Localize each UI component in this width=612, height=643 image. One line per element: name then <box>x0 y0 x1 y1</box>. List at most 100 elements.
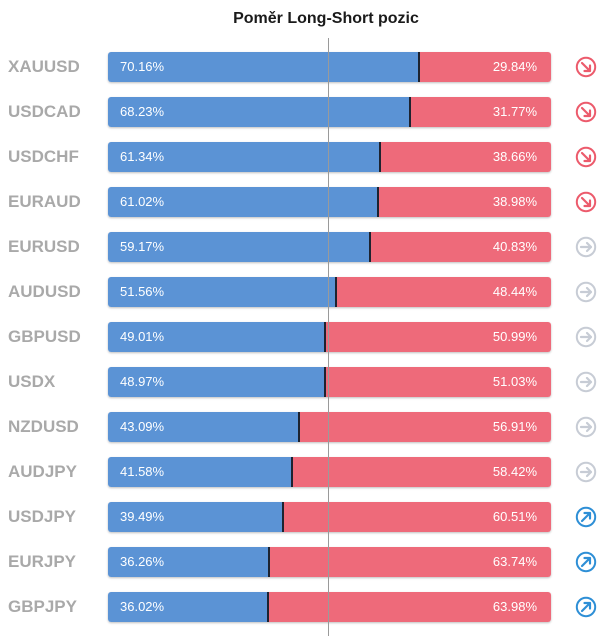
chart-row-audusd: AUDUSD 51.56% 48.44% <box>0 277 612 307</box>
long-bar <box>108 142 380 172</box>
short-value-label: 38.66% <box>492 149 537 164</box>
bar-separator <box>418 52 420 82</box>
short-bar <box>268 592 551 622</box>
chart-row-eurusd: EURUSD 59.17% 40.83% <box>0 232 612 262</box>
arrow-down-right-icon <box>575 191 597 213</box>
long-value-label: 48.97% <box>120 374 165 389</box>
symbol-label: AUDUSD <box>8 282 81 301</box>
ratio-bar: 36.02% 63.98% <box>108 592 551 622</box>
arrow-right-icon <box>575 281 597 303</box>
long-value-label: 41.58% <box>120 464 165 479</box>
chart-row-gbpjpy: GBPJPY 36.02% 63.98% <box>0 592 612 622</box>
chart-row-usdx: USDX 48.97% 51.03% <box>0 367 612 397</box>
chart-row-usdjpy: USDJPY 39.49% 60.51% <box>0 502 612 532</box>
arrow-up-right-icon <box>575 506 597 528</box>
bar-separator <box>268 547 270 577</box>
symbol-label: EURUSD <box>8 237 80 256</box>
short-bar <box>370 232 551 262</box>
short-bar <box>336 277 551 307</box>
long-bar <box>108 592 268 622</box>
long-value-label: 70.16% <box>120 59 165 74</box>
long-value-label: 49.01% <box>120 329 165 344</box>
arrow-right-icon <box>575 326 597 348</box>
short-bar <box>283 502 551 532</box>
ratio-bar: 39.49% 60.51% <box>108 502 551 532</box>
center-line <box>328 38 329 636</box>
short-bar <box>299 412 551 442</box>
ratio-bar: 43.09% 56.91% <box>108 412 551 442</box>
symbol-label: AUDJPY <box>8 462 77 481</box>
symbol-label: GBPUSD <box>8 327 81 346</box>
short-value-label: 51.03% <box>492 374 537 389</box>
long-bar <box>108 367 325 397</box>
ratio-bar: 68.23% 31.77% <box>108 97 551 127</box>
ratio-bar: 48.97% 51.03% <box>108 367 551 397</box>
bar-separator <box>324 367 326 397</box>
ratio-bar: 61.34% 38.66% <box>108 142 551 172</box>
long-value-label: 59.17% <box>120 239 165 254</box>
arrow-up-right-icon <box>575 551 597 573</box>
chart-row-euraud: EURAUD 61.02% 38.98% <box>0 187 612 217</box>
chart-row-eurjpy: EURJPY 36.26% 63.74% <box>0 547 612 577</box>
symbol-label: USDCAD <box>8 102 81 121</box>
long-bar <box>108 277 336 307</box>
bar-separator <box>377 187 379 217</box>
ratio-bar: 36.26% 63.74% <box>108 547 551 577</box>
short-value-label: 56.91% <box>492 419 537 434</box>
short-value-label: 63.98% <box>492 599 537 614</box>
arrow-down-right-icon <box>575 56 597 78</box>
symbol-label: EURAUD <box>8 192 81 211</box>
long-bar <box>108 52 419 82</box>
long-bar <box>108 232 370 262</box>
bar-separator <box>282 502 284 532</box>
short-bar <box>419 52 551 82</box>
short-bar <box>378 187 551 217</box>
long-value-label: 68.23% <box>120 104 165 119</box>
long-bar <box>108 502 283 532</box>
bar-separator <box>335 277 337 307</box>
bar-separator <box>324 322 326 352</box>
bar-separator <box>409 97 411 127</box>
symbol-label: EURJPY <box>8 552 77 571</box>
symbol-label: XAUUSD <box>8 57 80 76</box>
ratio-bar: 41.58% 58.42% <box>108 457 551 487</box>
arrow-right-icon <box>575 416 597 438</box>
arrow-right-icon <box>575 461 597 483</box>
short-value-label: 50.99% <box>492 329 537 344</box>
long-value-label: 51.56% <box>120 284 165 299</box>
ratio-bar: 61.02% 38.98% <box>108 187 551 217</box>
chart-row-gbpusd: GBPUSD 49.01% 50.99% <box>0 322 612 352</box>
short-value-label: 63.74% <box>492 554 537 569</box>
arrow-up-right-icon <box>575 596 597 618</box>
symbol-label: GBPJPY <box>8 597 77 616</box>
symbol-label: NZDUSD <box>8 417 79 436</box>
short-value-label: 48.44% <box>492 284 537 299</box>
long-value-label: 61.34% <box>120 149 165 164</box>
short-bar <box>325 367 551 397</box>
bar-separator <box>298 412 300 442</box>
short-value-label: 60.51% <box>492 509 537 524</box>
long-value-label: 36.02% <box>120 599 165 614</box>
short-bar <box>269 547 551 577</box>
arrow-right-icon <box>575 236 597 258</box>
long-bar <box>108 322 325 352</box>
chart-row-xauusd: XAUUSD 70.16% 29.84% <box>0 52 612 82</box>
chart-title: Poměr Long-Short pozic <box>233 10 419 27</box>
long-bar <box>108 412 299 442</box>
short-value-label: 58.42% <box>492 464 537 479</box>
chart-row-audjpy: AUDJPY 41.58% 58.42% <box>0 457 612 487</box>
long-value-label: 43.09% <box>120 419 165 434</box>
symbol-label: USDCHF <box>8 147 79 166</box>
bar-separator <box>267 592 269 622</box>
chart-row-nzdusd: NZDUSD 43.09% 56.91% <box>0 412 612 442</box>
long-value-label: 36.26% <box>120 554 165 569</box>
long-value-label: 39.49% <box>120 509 165 524</box>
symbol-label: USDX <box>8 372 56 391</box>
long-bar <box>108 547 269 577</box>
ratio-bar: 51.56% 48.44% <box>108 277 551 307</box>
long-bar <box>108 187 378 217</box>
short-bar <box>410 97 551 127</box>
bar-separator <box>291 457 293 487</box>
short-value-label: 29.84% <box>492 59 537 74</box>
short-value-label: 38.98% <box>492 194 537 209</box>
